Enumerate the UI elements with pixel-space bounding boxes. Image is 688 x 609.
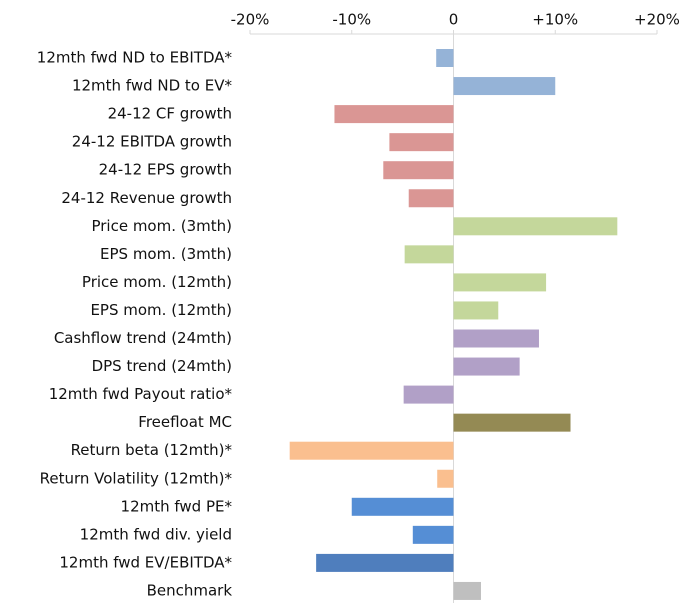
- bar: [453, 301, 499, 320]
- bar: [334, 105, 454, 124]
- bar: [408, 189, 454, 208]
- bar: [383, 161, 454, 180]
- category-label: Price mom. (3mth): [91, 217, 232, 235]
- category-label: Price mom. (12mth): [82, 273, 232, 291]
- bar: [403, 385, 454, 404]
- x-tick-label: -10%: [332, 11, 371, 29]
- bar: [316, 553, 454, 572]
- category-label: Freefloat MC: [138, 413, 232, 431]
- bar: [453, 357, 520, 376]
- bar: [351, 497, 454, 516]
- category-label: 12mth fwd EV/EBITDA*: [59, 553, 232, 571]
- bar: [453, 581, 481, 600]
- category-label: 12mth fwd ND to EBITDA*: [37, 49, 233, 67]
- bar: [453, 217, 618, 236]
- x-tick-label: +20%: [634, 11, 680, 29]
- bar: [453, 273, 547, 292]
- category-label: 12mth fwd div. yield: [80, 525, 232, 543]
- category-label: Return Volatility (12mth)*: [40, 469, 233, 487]
- category-label: 12mth fwd PE*: [121, 497, 233, 515]
- bar: [437, 469, 454, 488]
- category-label: EPS mom. (3mth): [100, 245, 232, 263]
- category-label: DPS trend (24mth): [92, 357, 232, 375]
- category-label: Cashflow trend (24mth): [54, 329, 232, 347]
- bar: [289, 441, 454, 460]
- bar: [389, 133, 454, 152]
- x-tick-label: +10%: [532, 11, 578, 29]
- bar: [453, 413, 571, 432]
- bar: [453, 77, 556, 96]
- x-tick-label: -20%: [231, 11, 270, 29]
- category-label: Return beta (12mth)*: [71, 441, 233, 459]
- bar: [404, 245, 454, 264]
- category-label: 24-12 CF growth: [108, 105, 232, 123]
- category-label: 24-12 EBITDA growth: [72, 133, 232, 151]
- category-label: Benchmark: [147, 581, 233, 599]
- category-label: 24-12 Revenue growth: [61, 189, 232, 207]
- x-tick-label: 0: [449, 11, 459, 29]
- category-label: 12mth fwd Payout ratio*: [49, 385, 233, 403]
- bar: [453, 329, 539, 348]
- category-label: 24-12 EPS growth: [99, 161, 232, 179]
- category-label: EPS mom. (12mth): [90, 301, 232, 319]
- category-label: 12mth fwd ND to EV*: [72, 77, 233, 95]
- bar: [412, 525, 454, 544]
- bar: [436, 49, 454, 67]
